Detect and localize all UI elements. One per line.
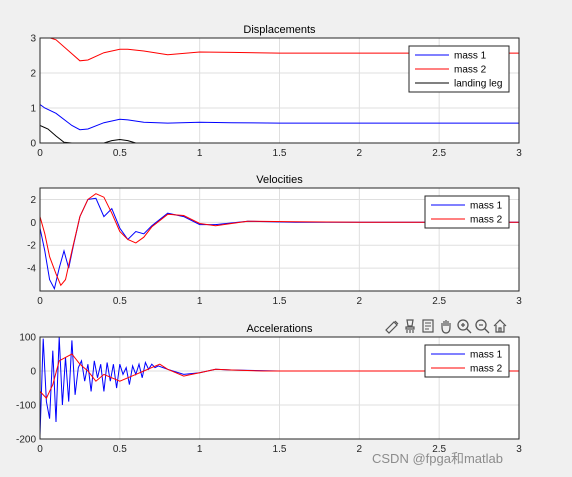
legend-entry: mass 1 — [454, 51, 487, 62]
axes-toolbar — [384, 316, 520, 336]
legend: mass 1 mass 2 — [424, 195, 510, 229]
x-tick-label: 0 — [37, 148, 43, 159]
y-tick-label: -100 — [16, 401, 36, 412]
x-tick-label: 2 — [357, 148, 363, 159]
series-line-landing-leg — [40, 125, 519, 143]
datatip-icon[interactable] — [420, 318, 436, 334]
axes-frame — [39, 336, 520, 440]
series-line-mass-2 — [40, 193, 519, 287]
legend-entry: mass 2 — [470, 215, 503, 226]
legend-entry: landing leg — [454, 79, 502, 90]
y-tick-label: 0 — [30, 218, 36, 229]
y-tick-label: -4 — [27, 264, 36, 275]
x-tick-label: 0.5 — [113, 148, 127, 159]
legend-box — [424, 344, 510, 378]
x-tick-label: 1.5 — [273, 444, 287, 455]
legend-entry: mass 1 — [470, 350, 503, 361]
series-line-mass-2 — [40, 353, 519, 400]
x-tick-label: 1 — [197, 148, 203, 159]
x-tick-label: 0.5 — [113, 444, 127, 455]
zoom-out-icon[interactable] — [474, 318, 490, 334]
legend-entry: mass 1 — [470, 201, 503, 212]
home-icon[interactable] — [492, 318, 508, 334]
x-tick-label: 2.5 — [432, 296, 446, 307]
x-tick-label: 2 — [357, 444, 363, 455]
y-tick-label: -2 — [27, 241, 36, 252]
x-tick-label: 2.5 — [432, 148, 446, 159]
series-line-mass-1 — [40, 337, 519, 436]
legend-box — [424, 195, 510, 229]
y-tick-label: 0 — [30, 139, 36, 150]
legend-entry: mass 2 — [454, 65, 487, 76]
axes-frame — [39, 37, 520, 144]
y-tick-label: 0 — [30, 367, 36, 378]
axes-frame — [39, 187, 520, 292]
x-tick-label: 1 — [197, 296, 203, 307]
legend: mass 1 mass 2 landing leg — [408, 45, 510, 93]
export-icon[interactable] — [384, 318, 400, 334]
x-tick-label: 3 — [516, 444, 522, 455]
y-tick-label: 1 — [30, 104, 36, 115]
chart-title: Accelerations — [246, 323, 313, 335]
x-tick-label: 3 — [516, 148, 522, 159]
x-tick-label: 1 — [197, 444, 203, 455]
series-line-mass-1 — [40, 104, 519, 131]
x-tick-label: 3 — [516, 296, 522, 307]
y-tick-label: 2 — [30, 195, 36, 206]
chart-title: Displacements — [243, 24, 316, 36]
pan-icon[interactable] — [438, 318, 454, 334]
accelerations-axes: 0 0.5 1 1.5 2 2.5 3 -200 -100 0 100 Accelerations ma… — [16, 323, 522, 455]
series-line-mass-1 — [40, 197, 519, 291]
y-tick-label: 2 — [30, 69, 36, 80]
brush-icon[interactable] — [402, 318, 418, 334]
y-tick-label: -200 — [16, 435, 36, 446]
series-line-mass-2 — [48, 38, 519, 62]
x-tick-label: 0.5 — [113, 296, 127, 307]
x-tick-label: 0 — [37, 444, 43, 455]
x-tick-label: 0 — [37, 296, 43, 307]
y-tick-label: 3 — [30, 34, 36, 45]
x-tick-label: 2 — [357, 296, 363, 307]
chart-title: Velocities — [256, 174, 303, 186]
zoom-in-icon[interactable] — [456, 318, 472, 334]
legend: mass 1 mass 2 — [424, 344, 510, 378]
x-tick-label: 1.5 — [273, 148, 287, 159]
legend-entry: mass 2 — [470, 364, 503, 375]
y-tick-label: 100 — [19, 333, 36, 344]
watermark: CSDN @fpga和matlab — [372, 451, 503, 466]
x-tick-label: 2.5 — [432, 444, 446, 455]
x-tick-label: 1.5 — [273, 296, 287, 307]
